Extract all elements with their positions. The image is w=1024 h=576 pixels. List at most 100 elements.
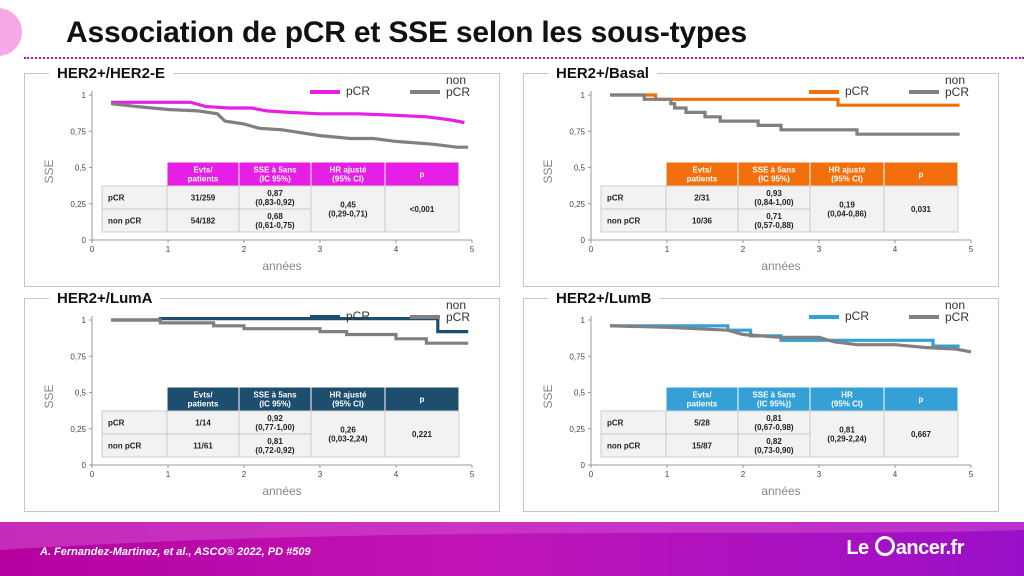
y-tick-label: 1 — [581, 316, 586, 325]
table-sse-value: 0,71 (0,57-0,88) — [754, 212, 793, 230]
km-chart-basal: 0 0,25 0,5 0,75 1 0 1 2 3 4 5 années SSE pCR non pCR Evt… — [541, 74, 974, 273]
km-chart-her2e: 0 0,25 0,5 0,75 1 0 1 2 3 4 5 années SSE pCR non pCR Evt… — [42, 74, 475, 273]
x-tick-label: 3 — [817, 470, 822, 479]
table-header-cell — [809, 386, 885, 412]
legend-label: pCR — [845, 84, 869, 98]
panel-title: HER2+/HER2-E — [49, 65, 173, 82]
table-sse-value: 0,93 (0,84-1,00) — [754, 189, 793, 207]
y-tick-label: 1 — [581, 91, 586, 100]
table-evts-value: 2/31 — [694, 194, 710, 203]
legend-label: non pCR — [446, 299, 470, 324]
series-line-non-pcr — [110, 102, 469, 149]
table-header-cell — [166, 386, 240, 412]
table-header-cell — [238, 161, 312, 187]
y-tick-label: 0,5 — [75, 164, 87, 173]
series-line-pcr — [610, 93, 960, 107]
table-row-label: pCR — [108, 194, 125, 203]
table-header-cell — [310, 386, 386, 412]
legend-label: non pCR — [446, 74, 470, 99]
x-axis-label: années — [761, 259, 800, 273]
x-tick-label: 2 — [242, 470, 247, 479]
x-tick-label: 4 — [893, 470, 898, 479]
slide-title: Association de pCR et SSE selon les sous… — [66, 16, 747, 49]
table-cell — [310, 410, 386, 458]
table-hr-value: 0,19 (0,04-0,86) — [827, 201, 866, 219]
logo-suffix: ancer.fr — [895, 537, 965, 559]
table-cell — [883, 185, 959, 233]
y-tick-label: 1 — [82, 316, 87, 325]
x-tick-label: 0 — [90, 245, 95, 254]
y-tick-label: 0,75 — [70, 127, 86, 136]
series-line-non-pcr — [610, 93, 960, 136]
y-axis-label: SSE — [42, 384, 56, 408]
y-tick-label: 0,5 — [75, 389, 87, 398]
x-tick-label: 0 — [589, 245, 594, 254]
x-tick-label: 4 — [394, 470, 399, 479]
x-tick-label: 5 — [470, 245, 475, 254]
legend-label: pCR — [845, 309, 869, 323]
table-header-label: p — [919, 395, 924, 404]
x-tick-label: 0 — [589, 470, 594, 479]
y-axis-label: SSE — [541, 159, 555, 183]
x-tick-label: 1 — [166, 245, 171, 254]
table-cell — [310, 185, 386, 233]
table-header-label: HR ajusté (95% CI) — [330, 166, 367, 184]
y-tick-label: 0,75 — [569, 352, 585, 361]
panel-title: HER2+/LumB — [548, 290, 660, 307]
km-chart-lumb: 0 0,25 0,5 0,75 1 0 1 2 3 4 5 années SSE pCR non pCR Evt… — [541, 299, 974, 498]
chart-panel-her2e: HER2+/HER2-E 0 0,25 0,5 0,75 1 0 1 2 3 4 5 années SS… — [24, 65, 500, 287]
table-row-label: pCR — [108, 419, 125, 428]
table-cell — [809, 185, 885, 233]
logo-ring-icon — [874, 536, 895, 556]
y-tick-label: 0,5 — [574, 164, 586, 173]
y-tick-label: 1 — [82, 91, 87, 100]
y-tick-label: 0,5 — [574, 389, 586, 398]
x-tick-label: 3 — [318, 245, 323, 254]
table-sse-value: 0,92 (0,77-1,00) — [255, 414, 294, 432]
x-axis-label: années — [761, 484, 800, 498]
series-line-non-pcr — [111, 318, 469, 345]
x-tick-label: 2 — [242, 245, 247, 254]
corner-decoration — [0, 8, 22, 56]
table-p-value: 0,221 — [412, 430, 433, 439]
panel-title: HER2+/LumA — [49, 290, 161, 307]
series-line-pcr — [111, 100, 465, 125]
legend-label: non pCR — [945, 299, 969, 324]
x-tick-label: 2 — [741, 245, 746, 254]
legend-label: pCR — [346, 309, 370, 323]
series-line-non-pcr — [609, 324, 972, 354]
table-row-label: non pCR — [607, 442, 641, 451]
footer-citation: A. Fernandez-Martinez, et al., ASCO® 202… — [40, 546, 311, 558]
table-row-label: non pCR — [108, 217, 142, 226]
table-header-cell — [665, 386, 739, 412]
y-tick-label: 0 — [82, 236, 87, 245]
table-header-cell — [310, 161, 386, 187]
table-evts-value: 15/87 — [692, 442, 713, 451]
y-tick-label: 0,75 — [70, 352, 86, 361]
table-header-label: HR ajusté (95% CI) — [829, 166, 866, 184]
y-tick-label: 0,75 — [569, 127, 585, 136]
chart-panel-luma: HER2+/LumA 0 0,25 0,5 0,75 1 0 1 2 3 4 5 années SSE p… — [24, 290, 500, 512]
table-header-label: SSE à 5ans (IC 95%) — [752, 166, 796, 184]
x-tick-label: 1 — [166, 470, 171, 479]
table-p-value: 0,667 — [911, 430, 932, 439]
title-divider — [24, 57, 1024, 59]
table-header-label: Evts/patients — [188, 166, 219, 184]
table-header-cell — [883, 386, 959, 412]
y-tick-label: 0 — [581, 461, 586, 470]
x-tick-label: 5 — [969, 470, 974, 479]
table-hr-value: 0,45 (0,29-0,71) — [328, 201, 367, 219]
x-tick-label: 1 — [665, 470, 670, 479]
table-sse-value: 0,68 (0,61-0,75) — [255, 212, 294, 230]
y-tick-label: 0,25 — [70, 200, 86, 209]
table-header-label: p — [420, 170, 425, 179]
table-header-label: SSE à 5ans (IC 95%) — [253, 166, 297, 184]
table-row-label: pCR — [607, 419, 624, 428]
table-hr-value: 0,81 (0,29-2,24) — [827, 426, 866, 444]
table-sse-value: 0,87 (0,83-0,92) — [255, 189, 294, 207]
chart-panel-basal: HER2+/Basal 0 0,25 0,5 0,75 1 0 1 2 3 4 5 années SSE… — [523, 65, 999, 287]
table-header-label: HR (95% CI) — [831, 391, 863, 409]
table-evts-value: 5/28 — [694, 419, 710, 428]
x-tick-label: 3 — [817, 245, 822, 254]
table-header-label: HR ajusté (95% CI) — [330, 391, 367, 409]
